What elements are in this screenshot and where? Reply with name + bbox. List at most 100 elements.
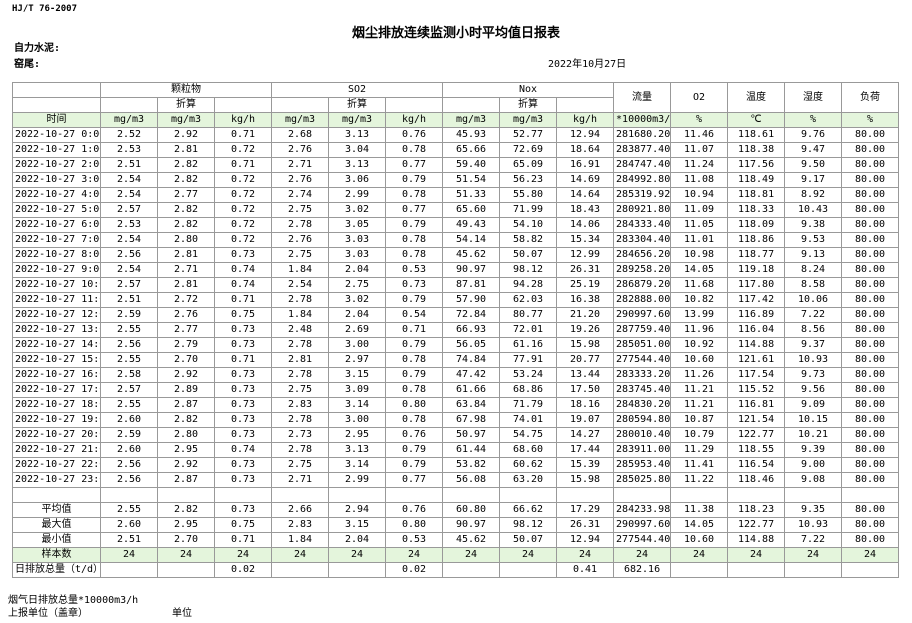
value-cell: 8.24: [784, 262, 843, 278]
value-cell: 14.05: [670, 262, 729, 278]
footer-unit: 单位: [172, 608, 192, 619]
value-cell: 2.79: [157, 337, 215, 353]
report-table: 颗粒物 SO2 Nox 流量 O2 温度 湿度 负荷 折算 折算 折算 时间 mg/m3 mg/m3 kg/…: [12, 82, 900, 578]
unit-header: 时间: [12, 112, 101, 128]
value-cell: 9.39: [784, 442, 843, 458]
value-cell: 2.69: [328, 322, 387, 338]
summary-value: 24: [442, 547, 501, 563]
time-cell: 2022-10-27 2:00: [12, 157, 101, 173]
total-value: [727, 562, 786, 578]
value-cell: 0.73: [213, 427, 273, 443]
cell: [12, 487, 101, 503]
summary-value: 2.66: [271, 502, 330, 518]
table-row: 2022-10-27 6:00 2.53 2.82 0.72 2.78 3.05 0.79 4…: [12, 217, 900, 233]
value-cell: 0.77: [385, 202, 444, 218]
summary-value: 290997.60: [613, 517, 672, 533]
value-cell: 53.24: [499, 367, 558, 383]
unit-header: %: [670, 112, 729, 128]
cell: [670, 487, 729, 503]
summary-value: 26.31: [556, 517, 615, 533]
value-cell: 13.44: [556, 367, 615, 383]
table-row: 2022-10-27 11:002.512.720.712.783.020.79…: [12, 292, 900, 308]
value-cell: 2.57: [100, 382, 158, 398]
value-cell: 11.21: [670, 397, 729, 413]
value-cell: 63.20: [499, 472, 558, 488]
footer-daily-total: 烟气日排放总量*10000m3/h: [8, 595, 139, 606]
value-cell: 2.56: [100, 457, 158, 473]
table-row: 2022-10-27 17:002.572.890.732.753.090.78…: [12, 382, 900, 398]
value-cell: 2.78: [271, 292, 330, 308]
value-cell: 2.87: [157, 397, 215, 413]
time-cell: 2022-10-27 9:00: [12, 262, 101, 278]
summary-value: 60.80: [442, 502, 501, 518]
value-cell: 10.79: [670, 427, 729, 443]
value-cell: 2.81: [157, 277, 215, 293]
value-cell: 68.86: [499, 382, 558, 398]
value-cell: 0.71: [385, 322, 444, 338]
table-row: 2022-10-27 13:002.552.770.732.482.690.71…: [12, 322, 900, 338]
value-cell: 0.73: [213, 382, 273, 398]
table-row: 2022-10-27 18:002.552.870.732.833.140.80…: [12, 397, 900, 413]
value-cell: 2.74: [271, 187, 330, 203]
table-row: 2022-10-27 8:00 2.56 2.81 0.73 2.75 3.03 0.78 4…: [12, 247, 900, 263]
time-cell: 2022-10-27 3:00: [12, 172, 101, 188]
value-cell: 2.75: [271, 382, 330, 398]
value-cell: 2.78: [271, 412, 330, 428]
summary-value: 12.94: [556, 532, 615, 548]
cell: [556, 97, 615, 113]
value-cell: 2.56: [100, 472, 158, 488]
total-value: [499, 562, 558, 578]
value-cell: 118.49: [727, 172, 786, 188]
value-cell: 65.66: [442, 142, 501, 158]
sub-header: 折算: [499, 97, 558, 113]
value-cell: 74.84: [442, 352, 501, 368]
summary-label: 样本数: [12, 547, 101, 563]
summary-value: 24: [499, 547, 558, 563]
value-cell: 0.72: [213, 172, 273, 188]
value-cell: 2.56: [100, 247, 158, 263]
value-cell: 80.00: [841, 322, 900, 338]
value-cell: 118.61: [727, 127, 786, 143]
value-cell: 2.82: [157, 157, 215, 173]
value-cell: 58.82: [499, 232, 558, 248]
value-cell: 14.06: [556, 217, 615, 233]
column-header: 湿度: [784, 82, 843, 113]
summary-value: 45.62: [442, 532, 501, 548]
summary-value: 3.15: [328, 517, 387, 533]
time-cell: 2022-10-27 0:00: [12, 127, 101, 143]
value-cell: 10.92: [670, 337, 729, 353]
cell: [328, 487, 387, 503]
summary-value: 24: [841, 547, 900, 563]
summary-value: 10.93: [784, 517, 843, 533]
value-cell: 15.98: [556, 472, 615, 488]
total-value: [442, 562, 501, 578]
value-cell: 80.00: [841, 352, 900, 368]
unit-header: mg/m3: [157, 112, 215, 128]
unit-header: %: [784, 112, 843, 128]
value-cell: 2.71: [271, 472, 330, 488]
value-cell: 2.55: [100, 322, 158, 338]
value-cell: 2.75: [328, 277, 387, 293]
value-cell: 74.01: [499, 412, 558, 428]
total-value: 0.02: [385, 562, 444, 578]
value-cell: 3.14: [328, 457, 387, 473]
value-cell: 80.00: [841, 457, 900, 473]
value-cell: 66.93: [442, 322, 501, 338]
cell: [784, 487, 843, 503]
column-header: 负荷: [841, 82, 900, 113]
value-cell: 2.51: [100, 157, 158, 173]
value-cell: 2.75: [271, 457, 330, 473]
time-cell: 2022-10-27 21:00: [12, 442, 101, 458]
time-cell: 2022-10-27 22:00: [12, 457, 101, 473]
value-cell: 115.52: [727, 382, 786, 398]
value-cell: 284747.40: [613, 157, 672, 173]
value-cell: 61.16: [499, 337, 558, 353]
summary-value: 0.53: [385, 532, 444, 548]
value-cell: 0.78: [385, 247, 444, 263]
value-cell: 2.78: [271, 217, 330, 233]
cell: [841, 487, 900, 503]
value-cell: 2.75: [271, 202, 330, 218]
table-row: 样本数 24 24 24 24 24 24 24 24 24 24 24 24 24 24: [12, 547, 900, 563]
value-cell: 2.60: [100, 412, 158, 428]
table-row: 2022-10-27 9:00 2.54 2.71 0.74 1.84 2.04 0.53 9…: [12, 262, 900, 278]
